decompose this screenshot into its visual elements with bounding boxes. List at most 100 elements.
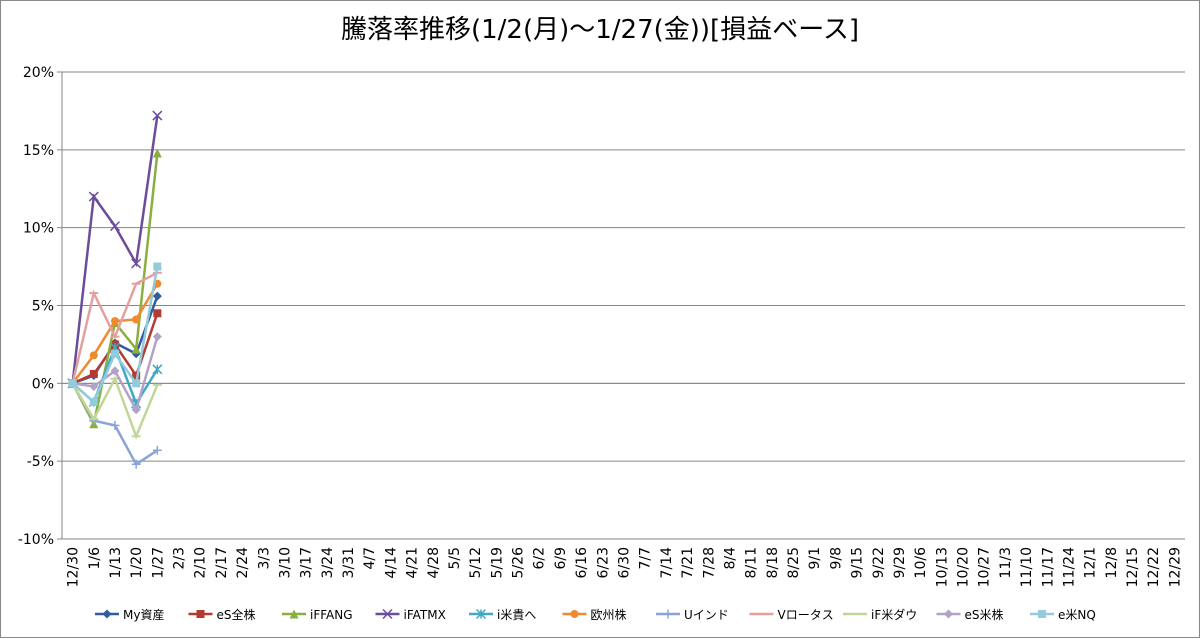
legend-label: iFATMX	[404, 608, 446, 622]
point	[110, 349, 119, 358]
x-tick-label: 11/10	[1019, 547, 1035, 587]
legend-marker	[102, 609, 112, 619]
point	[152, 148, 162, 158]
x-tick-label: 3/24	[320, 547, 336, 579]
point	[153, 309, 162, 318]
point	[110, 420, 120, 430]
x-tick-label: 1/6	[87, 547, 103, 570]
legend-label: i米貴へ	[497, 608, 536, 622]
x-tick-label: 6/9	[553, 547, 569, 570]
legend-label: eS全株	[217, 607, 256, 622]
x-tick-label: 6/16	[574, 547, 590, 579]
legend-label: iF米ダウ	[871, 607, 917, 622]
point	[152, 110, 163, 121]
legend-marker	[475, 608, 487, 620]
x-tick-label: 2/24	[235, 547, 251, 579]
point	[152, 445, 162, 455]
x-tick-label: 8/11	[744, 547, 760, 578]
x-tick-label: 12/15	[1125, 547, 1141, 587]
x-tick-label: 12/1	[1083, 547, 1099, 578]
x-tick-label: 8/4	[722, 547, 738, 570]
x-tick-label: 4/7	[362, 547, 378, 570]
x-tick-label: 12/22	[1146, 547, 1162, 587]
legend-label: iFFANG	[310, 608, 353, 622]
y-tick-label: 10%	[23, 221, 54, 237]
x-tick-label: 8/25	[786, 547, 802, 578]
x-tick-label: 4/28	[426, 547, 442, 578]
x-tick-label: 9/29	[892, 547, 908, 578]
x-tick-label: 7/21	[680, 547, 696, 578]
point	[88, 191, 99, 202]
x-tick-label: 2/17	[214, 547, 230, 578]
point	[132, 371, 141, 380]
point	[132, 315, 141, 324]
point	[152, 332, 162, 342]
x-tick-label: 10/27	[977, 547, 993, 587]
point	[68, 379, 77, 388]
x-tick-label: 11/24	[1061, 547, 1077, 587]
x-tick-label: 9/1	[807, 547, 823, 570]
point	[89, 369, 98, 378]
y-tick-label: 15%	[23, 143, 54, 159]
x-tick-label: 10/6	[913, 547, 929, 579]
y-tick-label: 0%	[32, 376, 54, 392]
point	[89, 351, 98, 360]
x-tick-label: 6/2	[532, 547, 548, 570]
point	[110, 366, 120, 376]
x-tick-label: 1/20	[129, 547, 145, 578]
x-tick-label: 9/8	[828, 547, 844, 570]
legend-marker	[289, 609, 299, 619]
x-tick-label: 10/20	[956, 547, 972, 587]
legend-marker	[1038, 610, 1046, 618]
x-tick-label: 7/28	[701, 547, 717, 578]
x-tick-label: 9/15	[850, 547, 866, 578]
x-tick-label: 8/18	[765, 547, 781, 578]
legend-marker	[570, 610, 579, 618]
x-tick-label: 9/22	[871, 547, 887, 578]
legend-label: eS米株	[965, 607, 1004, 622]
point	[153, 262, 162, 271]
y-tick-label: 5%	[32, 299, 54, 315]
x-tick-label: 1/27	[150, 547, 166, 578]
legend-marker	[944, 609, 953, 619]
x-tick-label: 5/12	[468, 547, 484, 578]
x-tick-label: 11/3	[998, 547, 1014, 578]
legend-label: Vロータス	[778, 608, 834, 622]
point	[89, 381, 99, 391]
chart-title: 騰落率推移(1/2(月)～1/27(金))[損益ベース]	[341, 15, 859, 45]
legend-label: e米NQ	[1058, 608, 1096, 622]
x-tick-label: 10/13	[934, 547, 950, 587]
x-tick-label: 2/10	[193, 547, 209, 578]
x-tick-label: 6/30	[617, 547, 633, 578]
x-tick-label: 12/30	[66, 547, 82, 587]
x-tick-label: 4/21	[405, 547, 421, 578]
x-tick-label: 2/3	[172, 547, 188, 570]
x-tick-label: 3/31	[341, 547, 357, 578]
x-tick-label: 3/10	[277, 547, 293, 578]
x-tick-label: 5/5	[447, 547, 463, 570]
point	[109, 221, 121, 232]
legend-label: Uインド	[684, 608, 729, 622]
point	[131, 344, 141, 354]
x-tick-label: 5/26	[511, 547, 527, 579]
x-tick-label: 4/14	[383, 547, 399, 579]
point	[89, 398, 98, 407]
point	[131, 459, 141, 469]
point	[110, 317, 119, 326]
legend-marker	[382, 608, 393, 620]
y-tick-label: -5%	[27, 454, 54, 470]
x-tick-label: 1/13	[108, 547, 124, 578]
legend-label: My資産	[123, 607, 164, 622]
legend-label: 欧州株	[591, 607, 627, 622]
x-tick-label: 7/7	[638, 547, 654, 570]
legend-marker	[663, 609, 673, 619]
x-tick-label: 3/17	[299, 547, 315, 578]
x-tick-label: 6/23	[595, 547, 611, 578]
x-tick-label: 11/17	[1040, 547, 1056, 587]
point	[132, 379, 141, 388]
x-tick-label: 7/14	[659, 547, 675, 579]
x-tick-label: 3/3	[256, 547, 272, 570]
legend-marker	[196, 610, 205, 618]
